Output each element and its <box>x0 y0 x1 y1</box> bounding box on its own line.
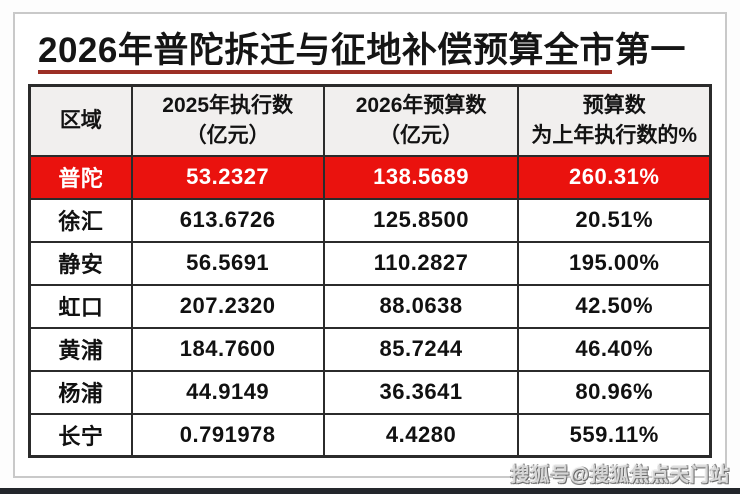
value-cell: 56.5691 <box>130 240 325 286</box>
column-header-line2: （亿元） <box>379 123 464 147</box>
budget-table: 区域 2025年执行数 （亿元） 2026年预算数 （亿元） 预算数为上年执行数的% 普陀… <box>28 84 712 458</box>
value-cell: 20.51% <box>517 197 712 243</box>
column-header-line1: 2025年执行数 <box>162 93 294 117</box>
value-cell: 207.2320 <box>130 283 325 329</box>
column-header-3: 预算数为上年执行数的% <box>517 84 712 157</box>
watermark: 搜狐号@搜狐焦点天门站 <box>510 465 730 486</box>
value-cell: 559.11% <box>517 412 712 458</box>
table-row: 徐汇 613.6726 125.8500 20.51% <box>28 197 712 243</box>
table-row: 长宁 0.791978 4.4280 559.11% <box>28 412 712 458</box>
value-cell: 80.96% <box>517 369 712 415</box>
value-cell: 44.9149 <box>130 369 325 415</box>
value-cell: 613.6726 <box>130 197 325 243</box>
region-cell: 虹口 <box>28 283 133 329</box>
column-header-2: 2026年预算数 （亿元） <box>322 84 520 157</box>
region-cell: 徐汇 <box>28 197 133 243</box>
value-cell: 36.3641 <box>322 369 520 415</box>
bottom-edge-bar <box>0 488 740 494</box>
value-cell: 260.31% <box>517 154 712 200</box>
column-header-line2: （亿元） <box>185 123 270 147</box>
table-row: 杨浦 44.9149 36.3641 80.96% <box>28 369 712 415</box>
column-header-line1: 2026年预算数 <box>355 93 487 117</box>
column-header-line1: 预算数 <box>582 93 646 117</box>
region-cell: 杨浦 <box>28 369 133 415</box>
table-row: 静安 56.5691 110.2827 195.00% <box>28 240 712 286</box>
column-header-0: 区域 <box>28 84 133 157</box>
column-header-line2: 为上年执行数的% <box>531 123 698 147</box>
value-cell: 46.40% <box>517 326 712 372</box>
value-cell: 0.791978 <box>130 412 325 458</box>
value-cell: 88.0638 <box>322 283 520 329</box>
column-header-1: 2025年执行数 （亿元） <box>130 84 325 157</box>
value-cell: 125.8500 <box>322 197 520 243</box>
region-cell: 长宁 <box>28 412 133 458</box>
table-row: 虹口 207.2320 88.0638 42.50% <box>28 283 712 329</box>
column-header-line1: 区域 <box>59 108 102 132</box>
value-cell: 85.7244 <box>322 326 520 372</box>
value-cell: 138.5689 <box>322 154 520 200</box>
region-cell: 黄浦 <box>28 326 133 372</box>
region-cell: 静安 <box>28 240 133 286</box>
value-cell: 4.4280 <box>322 412 520 458</box>
value-cell: 53.2327 <box>130 154 325 200</box>
value-cell: 184.7600 <box>130 326 325 372</box>
title-underline <box>38 70 612 74</box>
value-cell: 195.00% <box>517 240 712 286</box>
region-cell: 普陀 <box>28 154 133 200</box>
table-row: 普陀 53.2327 138.5689 260.31% <box>28 154 712 200</box>
value-cell: 42.50% <box>517 283 712 329</box>
value-cell: 110.2827 <box>322 240 520 286</box>
page-title: 2026年普陀拆迁与征地补偿预算全市第一 <box>38 31 686 70</box>
table-row: 黄浦 184.7600 85.7244 46.40% <box>28 326 712 372</box>
table-header-row: 区域 2025年执行数 （亿元） 2026年预算数 （亿元） 预算数为上年执行数的% <box>28 84 712 157</box>
